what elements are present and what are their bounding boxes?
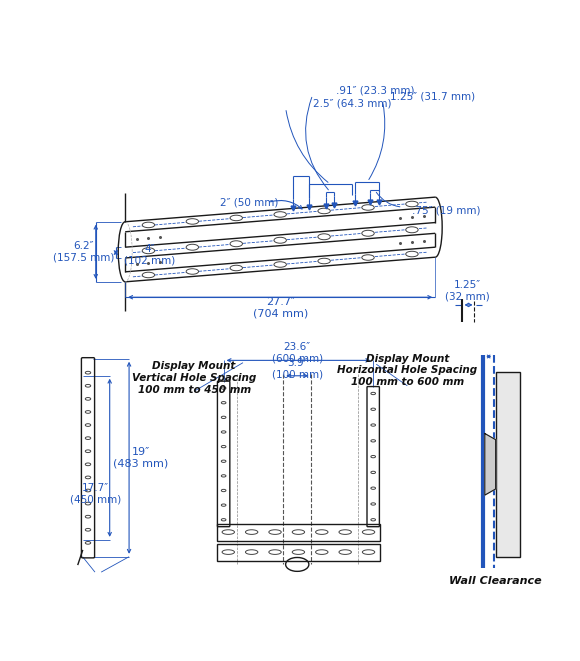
Text: 3.9″
(100 mm): 3.9″ (100 mm) [271,358,323,379]
Ellipse shape [318,208,331,214]
Ellipse shape [406,251,418,256]
Ellipse shape [85,528,90,531]
Ellipse shape [85,437,90,440]
Ellipse shape [85,450,90,453]
Ellipse shape [222,446,226,447]
Ellipse shape [142,272,155,278]
Text: 6.2″
(157.5 mm): 6.2″ (157.5 mm) [53,241,114,262]
Text: 4″
(102 mm): 4″ (102 mm) [124,244,176,266]
Ellipse shape [269,529,281,534]
Ellipse shape [85,489,90,492]
Text: .91″ (23.3 mm): .91″ (23.3 mm) [336,85,415,95]
Bar [496,372,520,557]
Text: .75″ (19 mm): .75″ (19 mm) [412,205,480,215]
Text: 23.6″
(600 mm): 23.6″ (600 mm) [271,342,323,364]
Ellipse shape [292,529,304,534]
Text: 2.5″ (64.3 mm): 2.5″ (64.3 mm) [313,99,392,109]
Ellipse shape [222,387,226,389]
Ellipse shape [274,237,287,243]
Ellipse shape [222,550,234,555]
Ellipse shape [222,529,234,534]
Ellipse shape [316,529,328,534]
Ellipse shape [245,550,258,555]
Text: 1.25″
(32 mm): 1.25″ (32 mm) [445,280,490,302]
Text: 17.7″
(450 mm): 17.7″ (450 mm) [70,483,121,504]
Ellipse shape [230,215,242,221]
Ellipse shape [85,397,90,400]
Ellipse shape [371,455,375,458]
Bar [217,543,380,561]
Ellipse shape [371,424,375,426]
Bar [217,524,380,541]
Ellipse shape [186,269,198,274]
Ellipse shape [269,550,281,555]
Ellipse shape [362,205,374,210]
Ellipse shape [371,393,375,395]
Ellipse shape [186,245,198,251]
Ellipse shape [371,408,375,410]
Ellipse shape [85,371,90,374]
Ellipse shape [362,230,374,236]
Text: 2″ (50 mm): 2″ (50 mm) [220,198,278,208]
Ellipse shape [85,476,90,479]
Ellipse shape [362,550,375,555]
Ellipse shape [406,227,418,233]
Ellipse shape [274,262,287,267]
Ellipse shape [362,529,375,534]
Ellipse shape [222,402,226,404]
Ellipse shape [371,440,375,442]
Ellipse shape [85,385,90,387]
Ellipse shape [406,201,418,207]
Text: 19″
(483 mm): 19″ (483 mm) [113,447,168,469]
Text: Display Mount
Horizontal Hole Spacing
100 mm to 600 mm: Display Mount Horizontal Hole Spacing 10… [337,354,477,387]
Ellipse shape [371,503,375,505]
Ellipse shape [245,529,258,534]
Ellipse shape [142,222,155,227]
Ellipse shape [186,219,198,224]
Ellipse shape [318,258,331,264]
Ellipse shape [371,471,375,473]
Text: Wall Clearance: Wall Clearance [448,576,541,586]
Ellipse shape [274,212,287,217]
Ellipse shape [85,410,90,413]
Ellipse shape [292,550,304,555]
Ellipse shape [85,463,90,465]
Text: Display Mount
Vertical Hole Spacing
100 mm to 450 mm: Display Mount Vertical Hole Spacing 100 … [132,362,256,395]
Ellipse shape [142,248,155,254]
Ellipse shape [222,504,226,506]
Ellipse shape [222,489,226,492]
Ellipse shape [222,460,226,463]
Text: 27.7″
(704 mm): 27.7″ (704 mm) [252,297,308,319]
Ellipse shape [230,241,242,247]
Polygon shape [485,434,496,495]
Ellipse shape [222,475,226,477]
Ellipse shape [316,550,328,555]
Ellipse shape [85,424,90,426]
Ellipse shape [371,487,375,489]
Ellipse shape [339,550,351,555]
Ellipse shape [85,541,90,544]
Ellipse shape [371,519,375,521]
Ellipse shape [222,431,226,433]
Ellipse shape [362,254,374,260]
Ellipse shape [85,502,90,505]
Ellipse shape [230,265,242,271]
Ellipse shape [339,529,351,534]
Text: 1.25″ (31.7 mm): 1.25″ (31.7 mm) [390,91,476,101]
Ellipse shape [85,516,90,518]
Ellipse shape [222,519,226,521]
Ellipse shape [222,416,226,418]
Ellipse shape [318,234,331,240]
